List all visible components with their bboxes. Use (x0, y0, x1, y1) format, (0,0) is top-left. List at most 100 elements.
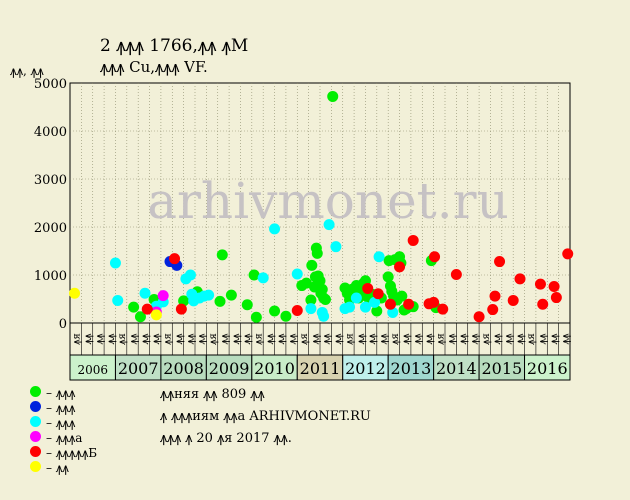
data-point (384, 298, 396, 310)
year-cell (205, 354, 253, 381)
data-point (134, 311, 146, 323)
quarter-label: ꙟꙟ (458, 333, 469, 344)
data-point (269, 223, 281, 235)
legend-marker (30, 386, 41, 397)
quarter-label: ꙟя (390, 333, 401, 345)
chart-title: 2 ꙟꙟꙟ 1766,ꙟꙟ ꙟМ (100, 36, 249, 56)
quarter-label: ꙟꙟ (151, 333, 162, 344)
data-point (362, 282, 374, 294)
data-point (157, 290, 169, 302)
quarter-label: ꙟꙟ (515, 333, 526, 344)
quarter-label: ꙟꙟ (219, 333, 230, 344)
legend-label: – ꙟꙟꙟꙟꙟБ (46, 446, 98, 460)
y-tick-label: 0 (59, 317, 67, 332)
year-label: 2015 (481, 359, 522, 378)
quarter-label: ꙟꙟ (288, 333, 299, 344)
data-point (150, 309, 162, 321)
y-tick-label: 1000 (34, 269, 67, 284)
quarter-label: ꙟꙟ (549, 333, 560, 344)
legend-marker (30, 401, 41, 412)
data-point (257, 272, 269, 284)
year-cell (524, 354, 571, 381)
note-line: ꙟ ꙟꙟꙟиям ꙟꙟа ARHIVMONET.RU (160, 409, 371, 424)
data-point (323, 219, 335, 231)
year-label: 2012 (345, 359, 386, 378)
data-point (141, 303, 153, 315)
data-point (225, 289, 237, 301)
quarter-label: ꙟꙟ (231, 333, 242, 344)
data-point (169, 253, 181, 265)
quarter-label: ꙟя (72, 333, 83, 345)
year-cell (433, 354, 480, 381)
data-point (69, 287, 81, 299)
legend-marker (30, 416, 41, 427)
quarter-label: ꙟя (117, 333, 128, 345)
quarter-label: ꙟꙟ (538, 333, 549, 344)
year-label: 2016 (527, 359, 568, 378)
quarter-label: ꙟя (163, 333, 174, 345)
data-point (373, 251, 385, 263)
quarter-label: ꙟя (254, 333, 265, 345)
data-point (330, 241, 342, 253)
quarter-label: ꙟꙟ (310, 333, 321, 344)
quarter-label: ꙟя (299, 333, 310, 345)
data-point (327, 90, 339, 102)
quarter-label: ꙟꙟ (276, 333, 287, 344)
data-point (250, 311, 262, 323)
data-point (359, 301, 371, 313)
quarter-label: ꙟꙟ (413, 333, 424, 344)
quarter-label: ꙟꙟ (94, 333, 105, 344)
data-point (291, 268, 303, 280)
year-label: 2007 (118, 359, 159, 378)
data-point (203, 289, 215, 301)
legend-label: – ꙟꙟ (46, 461, 69, 475)
data-point (394, 261, 406, 273)
quarter-label: ꙟꙟ (83, 333, 94, 344)
y-tick-label: 4000 (34, 125, 67, 140)
data-point (319, 293, 331, 305)
data-point (128, 301, 140, 313)
legend-label: – ꙟꙟꙟ (46, 401, 76, 415)
data-point (429, 251, 441, 263)
quarter-label: ꙟꙟ (367, 333, 378, 344)
data-point (382, 271, 394, 283)
quarter-label: ꙟꙟ (106, 333, 117, 344)
y-tick-label: 5000 (34, 77, 67, 92)
info-note: ꙟꙟняя ꙟꙟ 809 ꙟꙟ ꙟ ꙟꙟꙟиям ꙟꙟа ARHIVMONET.… (160, 384, 371, 450)
quarter-label: ꙟꙟ (129, 333, 140, 344)
data-point (291, 305, 303, 317)
year-label: 2013 (391, 359, 432, 378)
quarter-label: ꙟя (208, 333, 219, 345)
data-point (305, 294, 317, 306)
data-point (109, 257, 121, 269)
data-point (269, 305, 281, 317)
data-point (314, 275, 326, 287)
y-tick-label: 2000 (34, 221, 67, 236)
quarter-label: ꙟя (344, 333, 355, 345)
note-line: ꙟꙟꙟ ꙟ 20 ꙟя 2017 ꙟꙟ. (160, 431, 292, 446)
data-point (371, 305, 383, 317)
data-point (300, 277, 312, 289)
legend-marker (30, 461, 41, 472)
data-point (396, 290, 408, 302)
year-cell (251, 354, 298, 381)
data-point (175, 303, 187, 315)
quarter-label: ꙟꙟ (447, 333, 458, 344)
data-point (112, 294, 124, 306)
legend-label: – ꙟꙟꙟ (46, 416, 76, 430)
data-point (241, 299, 253, 311)
data-point (489, 290, 501, 302)
quarter-label: ꙟꙟ (504, 333, 515, 344)
data-point (280, 310, 292, 322)
data-point (306, 259, 318, 271)
data-point (507, 294, 519, 306)
data-point (372, 288, 384, 300)
legend-label: – ꙟꙟꙟ (46, 386, 76, 400)
data-point (473, 311, 485, 323)
quarter-label: ꙟꙟ (197, 333, 208, 344)
data-point (548, 281, 560, 293)
quarter-label: ꙟꙟ (333, 333, 344, 344)
data-point (369, 296, 381, 308)
